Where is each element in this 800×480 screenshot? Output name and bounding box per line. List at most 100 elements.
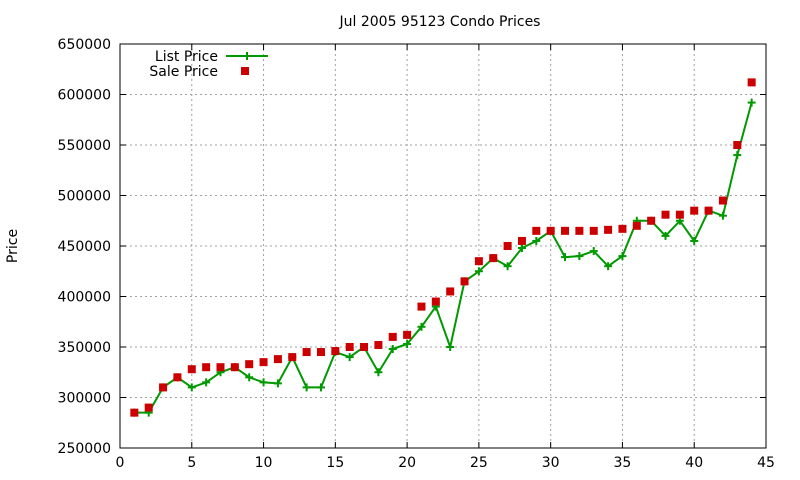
x-tick-label: 25 bbox=[470, 455, 488, 471]
sale-price-point bbox=[360, 343, 369, 351]
sale-price-point bbox=[374, 340, 383, 349]
list-price-point bbox=[259, 378, 268, 387]
sale-price-point bbox=[144, 403, 153, 412]
list-price-point bbox=[604, 262, 613, 271]
sale-price-point bbox=[704, 206, 713, 215]
list-price-point bbox=[718, 211, 727, 220]
list-price-point bbox=[589, 247, 598, 256]
y-tick-label: 650000 bbox=[58, 37, 111, 53]
sale-price-point bbox=[489, 254, 498, 263]
sale-price-point bbox=[130, 408, 139, 417]
list-price-point bbox=[417, 322, 426, 331]
sale-price-point bbox=[675, 210, 684, 219]
list-price-line bbox=[134, 102, 753, 414]
x-tick-label: 5 bbox=[187, 455, 196, 471]
sale-price-point bbox=[747, 78, 756, 87]
chart-title: Jul 2005 95123 Condo Prices bbox=[339, 14, 541, 30]
x-tick-label: 20 bbox=[398, 455, 416, 471]
sale-price-point bbox=[647, 216, 656, 225]
list-price-point bbox=[661, 231, 670, 240]
sale-price-point bbox=[187, 365, 196, 374]
list-price-point bbox=[245, 373, 254, 382]
list-price-point bbox=[747, 98, 756, 107]
sale-price-point bbox=[159, 383, 168, 392]
list-price-point bbox=[302, 383, 311, 392]
x-tick-label: 10 bbox=[255, 455, 273, 471]
sale-price-point bbox=[202, 363, 211, 372]
list-price-point bbox=[403, 339, 412, 348]
legend-label-sale-price: Sale Price bbox=[149, 64, 218, 80]
plot-area bbox=[130, 78, 756, 417]
sale-price-point bbox=[589, 226, 598, 235]
sale-price-point bbox=[403, 330, 412, 339]
sale-price-point bbox=[302, 348, 311, 357]
list-price-point bbox=[517, 244, 526, 253]
sale-price-point bbox=[575, 226, 584, 235]
list-price-point bbox=[388, 345, 397, 354]
sale-price-point bbox=[503, 242, 512, 250]
sale-price-point bbox=[316, 348, 325, 357]
y-tick-label: 300000 bbox=[58, 391, 111, 407]
grid bbox=[120, 44, 766, 448]
y-axis-label: Price bbox=[5, 229, 21, 263]
y-tick-label: 550000 bbox=[58, 138, 111, 154]
sale-price-point bbox=[245, 360, 254, 369]
sale-price-point bbox=[288, 353, 297, 362]
x-tick-label: 40 bbox=[685, 455, 703, 471]
list-price-point bbox=[273, 379, 282, 388]
y-tick-label: 600000 bbox=[58, 88, 111, 104]
legend: List Price Sale Price bbox=[149, 49, 268, 80]
list-price-point bbox=[202, 378, 211, 387]
sale-price-point bbox=[417, 302, 426, 311]
legend-marker-list-price bbox=[243, 52, 251, 60]
list-price-point bbox=[561, 253, 570, 262]
list-price-point bbox=[474, 267, 483, 276]
sale-price-point bbox=[661, 210, 670, 219]
sale-price-point bbox=[230, 363, 239, 372]
x-tick-label: 15 bbox=[326, 455, 344, 471]
list-price-point bbox=[575, 252, 584, 261]
sale-price-point bbox=[388, 332, 397, 341]
sale-price-point bbox=[532, 226, 541, 235]
x-tick-label: 35 bbox=[614, 455, 632, 471]
sale-price-point bbox=[460, 277, 469, 286]
list-price-point bbox=[733, 151, 742, 160]
list-price-point bbox=[690, 236, 699, 245]
x-tick-label: 45 bbox=[757, 455, 775, 471]
y-tick-label: 250000 bbox=[58, 441, 111, 457]
y-tick-label: 350000 bbox=[58, 340, 111, 356]
x-tick-label: 0 bbox=[116, 455, 125, 471]
sale-price-point bbox=[517, 236, 526, 245]
y-tick-label: 500000 bbox=[58, 189, 111, 205]
sale-price-point bbox=[259, 358, 268, 367]
sale-price-point bbox=[632, 221, 641, 230]
sale-price-point bbox=[546, 226, 555, 235]
sale-price-point bbox=[474, 257, 483, 266]
x-tick-label: 30 bbox=[542, 455, 560, 471]
sale-price-point bbox=[345, 343, 354, 351]
list-price-point bbox=[618, 252, 627, 261]
sale-price-point bbox=[216, 363, 225, 372]
sale-price-point bbox=[733, 141, 742, 149]
y-tick-label: 450000 bbox=[58, 239, 111, 255]
sale-price-point bbox=[561, 226, 570, 235]
sale-price-point bbox=[331, 347, 340, 356]
sale-price-point bbox=[618, 224, 627, 233]
list-price-point bbox=[374, 368, 383, 377]
sale-price-point bbox=[173, 373, 182, 382]
sale-price-point bbox=[604, 225, 613, 234]
sale-price-point bbox=[431, 297, 440, 306]
sale-price-point bbox=[273, 355, 282, 364]
legend-marker-sale-price bbox=[241, 67, 249, 75]
sale-price-point bbox=[690, 206, 699, 215]
legend-label-list-price: List Price bbox=[155, 49, 218, 65]
y-tick-label: 400000 bbox=[58, 290, 111, 306]
axes: 0 5 10 15 20 25 30 35 40 45 250000 300000 350000 4000… bbox=[58, 37, 775, 471]
list-price-point bbox=[316, 383, 325, 392]
list-price-point bbox=[446, 343, 455, 351]
plot-frame bbox=[119, 43, 767, 449]
sale-price-point bbox=[446, 287, 455, 296]
list-price-point bbox=[532, 236, 541, 245]
list-price-point bbox=[503, 262, 512, 271]
